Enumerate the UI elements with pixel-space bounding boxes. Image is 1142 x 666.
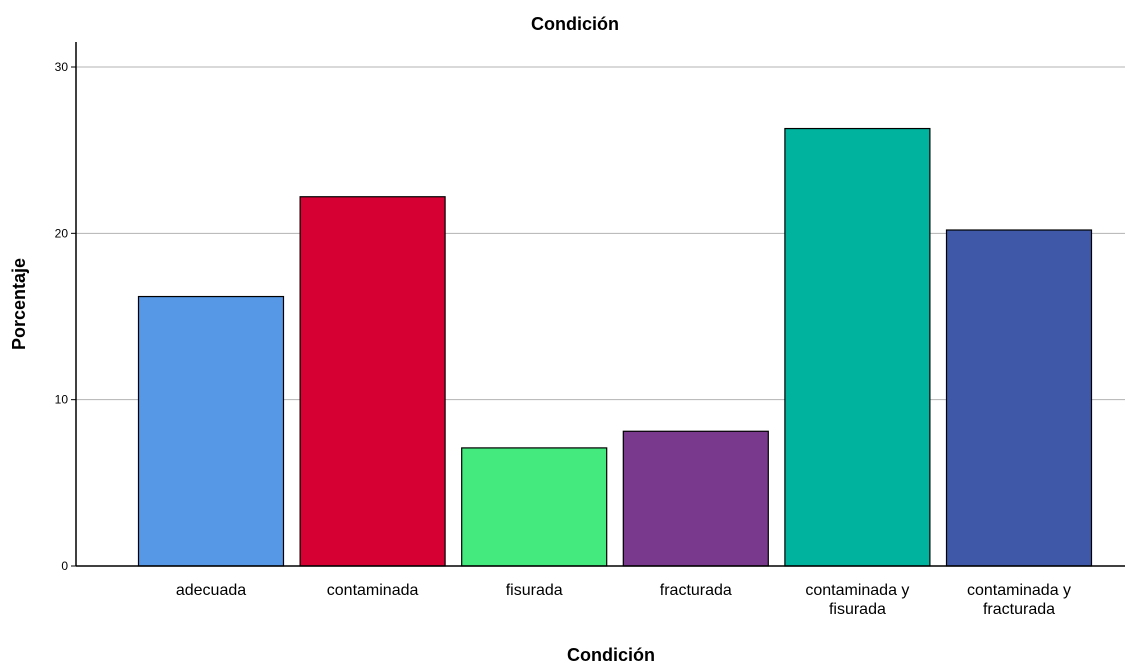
y-tick-label: 30 (55, 60, 69, 74)
chart-title: Condición (531, 14, 619, 34)
y-tick-label: 0 (61, 559, 68, 573)
y-tick-label: 10 (55, 393, 69, 407)
y-axis-title: Porcentaje (9, 258, 29, 350)
bar (784, 127, 931, 567)
x-tick-label: fracturada (983, 601, 1055, 618)
x-tick-label: contaminada y (805, 582, 909, 599)
x-axis-title: Condición (567, 645, 655, 665)
x-tick-label: fisurada (506, 582, 563, 599)
x-tick-label: fisurada (829, 601, 886, 618)
x-tick-label: fracturada (660, 582, 732, 599)
y-tick-label: 20 (55, 226, 69, 240)
bar (461, 447, 608, 567)
bar (299, 196, 446, 567)
bar (945, 229, 1093, 567)
x-tick-label: adecuada (176, 582, 246, 599)
x-axis-ticks: adecuada contaminada fisurada fracturada con… (176, 582, 1071, 618)
y-axis-ticks: 0 10 20 30 (55, 60, 76, 573)
bars (137, 127, 1093, 567)
bar (622, 430, 769, 567)
x-tick-label: contaminada y (967, 582, 1071, 599)
x-tick-label: contaminada (327, 582, 419, 599)
bar (137, 295, 285, 567)
